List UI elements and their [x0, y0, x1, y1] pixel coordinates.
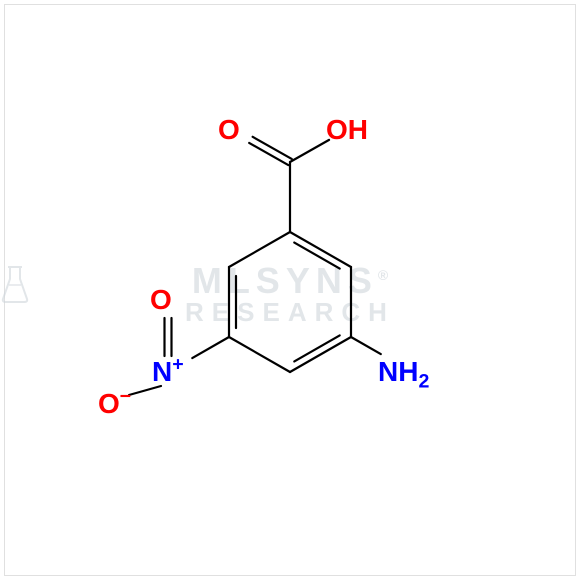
atom-O-carbonyl: O: [218, 114, 240, 146]
atom-OH-hydroxyl: OH: [326, 114, 368, 146]
atom-N-nitro: N+: [152, 356, 184, 388]
atom-O-nitro-neg: O−: [98, 388, 131, 420]
atom-NH2-amino: NH2: [378, 356, 429, 388]
atom-O-nitro-dbl: O: [150, 284, 172, 316]
molecule-svg: [0, 0, 580, 580]
